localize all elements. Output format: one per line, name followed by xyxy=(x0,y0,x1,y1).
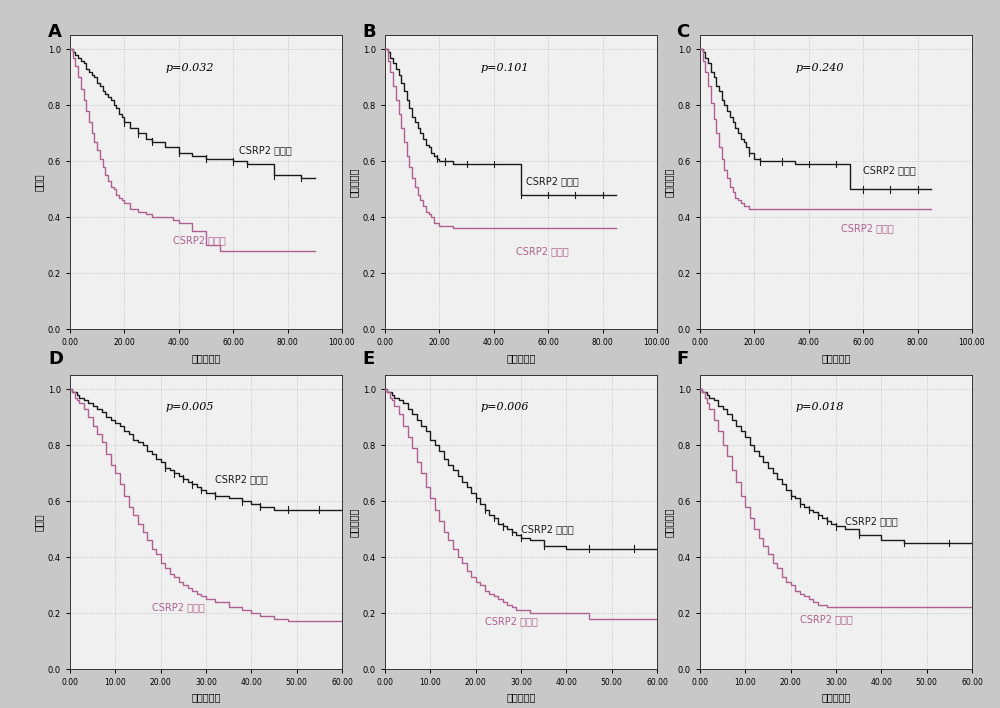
X-axis label: 时间（月）: 时间（月） xyxy=(191,692,221,702)
Text: D: D xyxy=(48,350,63,368)
Text: CSRP2 低表达: CSRP2 低表达 xyxy=(239,145,291,155)
Text: C: C xyxy=(676,23,689,40)
Text: E: E xyxy=(362,350,374,368)
Text: CSRP2 低表达: CSRP2 低表达 xyxy=(215,474,268,484)
Text: F: F xyxy=(676,350,688,368)
Y-axis label: 无事件生存: 无事件生存 xyxy=(349,508,359,537)
Y-axis label: 总生存: 总生存 xyxy=(34,173,44,191)
Text: CSRP2 低表达: CSRP2 低表达 xyxy=(863,165,916,175)
X-axis label: 时间（月）: 时间（月） xyxy=(506,353,536,362)
Text: A: A xyxy=(48,23,62,40)
Text: CSRP2 高表达: CSRP2 高表达 xyxy=(485,617,537,627)
Text: B: B xyxy=(362,23,376,40)
Text: p=0.032: p=0.032 xyxy=(165,63,214,73)
Y-axis label: 无事件生存: 无事件生存 xyxy=(349,168,359,197)
X-axis label: 时间（月）: 时间（月） xyxy=(191,353,221,362)
Text: p=0.006: p=0.006 xyxy=(480,403,529,413)
X-axis label: 时间（月）: 时间（月） xyxy=(821,353,851,362)
Text: CSRP2 高表达: CSRP2 高表达 xyxy=(841,224,894,234)
Y-axis label: 无复发生存: 无复发生存 xyxy=(664,508,674,537)
Text: CSRP2 低表达: CSRP2 低表达 xyxy=(521,524,574,534)
Text: CSRP2 高表达: CSRP2 高表达 xyxy=(800,614,852,624)
Text: CSRP2 高表达: CSRP2 高表达 xyxy=(152,603,204,612)
Text: CSRP2 高表达: CSRP2 高表达 xyxy=(516,246,568,256)
X-axis label: 时间（月）: 时间（月） xyxy=(821,692,851,702)
Text: p=0.005: p=0.005 xyxy=(165,403,214,413)
Text: p=0.101: p=0.101 xyxy=(480,63,529,73)
Text: CSRP2 低表达: CSRP2 低表达 xyxy=(845,515,898,526)
Y-axis label: 总生存: 总生存 xyxy=(34,513,44,531)
Text: p=0.018: p=0.018 xyxy=(795,403,844,413)
Text: CSRP2 高表达: CSRP2 高表达 xyxy=(173,234,226,245)
X-axis label: 时间（月）: 时间（月） xyxy=(506,692,536,702)
Text: CSRP2 低表达: CSRP2 低表达 xyxy=(526,176,579,186)
Y-axis label: 无复发生存: 无复发生存 xyxy=(664,168,674,197)
Text: p=0.240: p=0.240 xyxy=(795,63,844,73)
